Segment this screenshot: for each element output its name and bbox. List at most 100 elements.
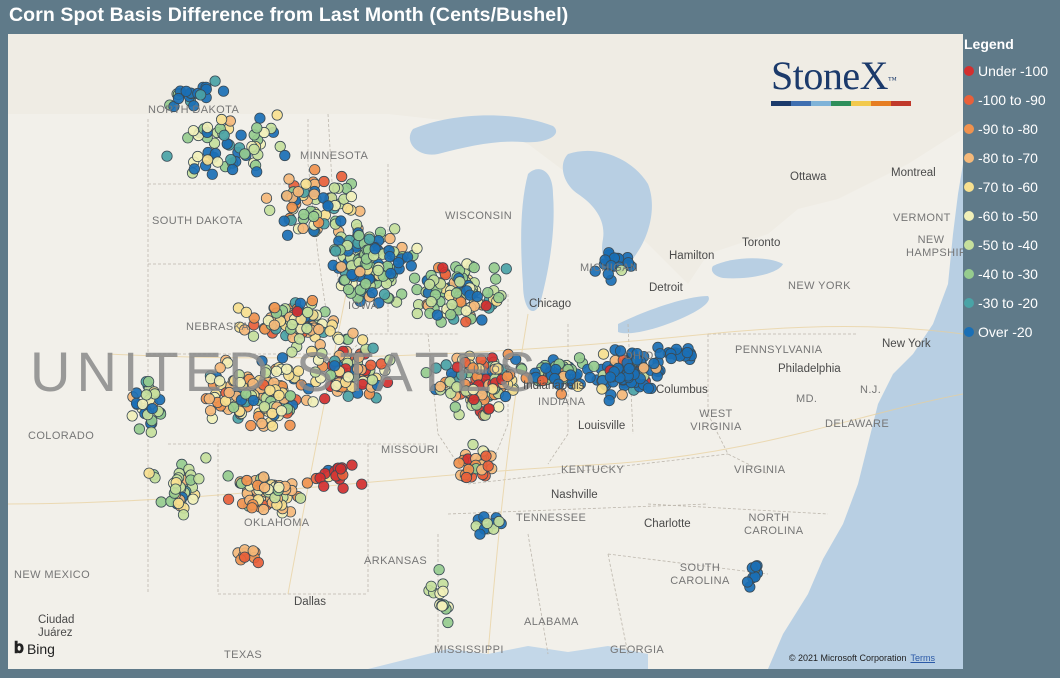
basis-point[interactable]	[493, 515, 505, 528]
basis-point[interactable]	[248, 312, 260, 324]
basis-point[interactable]	[180, 85, 192, 97]
basis-point[interactable]	[318, 480, 330, 492]
basis-point[interactable]	[239, 148, 251, 160]
basis-point[interactable]	[239, 324, 251, 336]
basis-point[interactable]	[440, 359, 452, 371]
basis-point[interactable]	[274, 140, 286, 153]
basis-point[interactable]	[264, 204, 276, 216]
basis-point[interactable]	[225, 154, 237, 166]
basis-point[interactable]	[247, 330, 260, 342]
basis-point[interactable]	[177, 509, 190, 521]
basis-point[interactable]	[322, 200, 334, 212]
basis-point[interactable]	[155, 496, 167, 508]
basis-point[interactable]	[188, 163, 200, 175]
basis-point[interactable]	[408, 272, 421, 284]
basis-point[interactable]	[206, 168, 218, 180]
basis-point[interactable]	[293, 333, 306, 345]
basis-point[interactable]	[281, 363, 293, 375]
basis-point[interactable]	[247, 394, 260, 407]
basis-point[interactable]	[309, 366, 321, 378]
basis-point[interactable]	[260, 192, 273, 204]
basis-point[interactable]	[209, 75, 221, 87]
basis-point[interactable]	[384, 354, 396, 366]
basis-point[interactable]	[420, 367, 432, 379]
basis-point[interactable]	[342, 283, 355, 295]
basis-point[interactable]	[297, 222, 309, 234]
basis-point[interactable]	[423, 278, 436, 290]
terms-link[interactable]: Terms	[910, 653, 936, 663]
basis-point[interactable]	[284, 390, 296, 402]
basis-point[interactable]	[264, 384, 276, 396]
basis-point[interactable]	[214, 362, 226, 374]
basis-point[interactable]	[460, 471, 473, 484]
basis-point[interactable]	[411, 307, 423, 320]
basis-point[interactable]	[137, 398, 149, 410]
basis-point[interactable]	[324, 369, 337, 381]
basis-point[interactable]	[203, 393, 215, 405]
basis-point[interactable]	[501, 370, 513, 383]
basis-point[interactable]	[623, 362, 635, 375]
basis-point[interactable]	[281, 229, 294, 241]
basis-point[interactable]	[273, 389, 285, 401]
legend-item[interactable]: -40 to -30	[964, 259, 1060, 288]
basis-point[interactable]	[436, 600, 448, 612]
basis-point[interactable]	[442, 616, 454, 629]
basis-point[interactable]	[631, 354, 643, 366]
legend-item[interactable]: -30 to -20	[964, 288, 1060, 317]
legend-item[interactable]: -70 to -60	[964, 172, 1060, 201]
basis-point[interactable]	[145, 426, 157, 438]
basis-point[interactable]	[278, 215, 290, 227]
basis-point[interactable]	[474, 528, 486, 540]
legend-item[interactable]: -90 to -80	[964, 114, 1060, 143]
basis-point[interactable]	[258, 401, 270, 413]
legend-item[interactable]: -50 to -40	[964, 230, 1060, 259]
basis-point[interactable]	[654, 348, 666, 360]
basis-point[interactable]	[302, 383, 315, 395]
map-canvas[interactable]: UNITED STATES NORTH DAKOTA MINNESOTA SOU…	[8, 34, 963, 669]
basis-point[interactable]	[431, 309, 443, 321]
basis-point[interactable]	[143, 467, 155, 479]
basis-point[interactable]	[488, 262, 500, 274]
basis-point[interactable]	[248, 143, 260, 155]
basis-point[interactable]	[309, 164, 321, 176]
basis-point[interactable]	[622, 257, 634, 269]
basis-point[interactable]	[342, 390, 354, 402]
basis-point[interactable]	[268, 319, 280, 331]
basis-point[interactable]	[235, 129, 247, 141]
basis-point[interactable]	[430, 362, 442, 374]
basis-point[interactable]	[384, 251, 396, 263]
basis-point[interactable]	[500, 263, 512, 275]
basis-point[interactable]	[499, 390, 512, 403]
basis-point[interactable]	[396, 288, 408, 300]
basis-point[interactable]	[425, 580, 437, 592]
basis-point[interactable]	[445, 308, 457, 321]
basis-point[interactable]	[212, 156, 224, 168]
basis-point[interactable]	[283, 173, 295, 185]
basis-point[interactable]	[451, 381, 463, 393]
basis-point[interactable]	[252, 556, 264, 569]
basis-point[interactable]	[161, 150, 173, 162]
basis-point[interactable]	[218, 129, 230, 141]
basis-point[interactable]	[284, 419, 296, 431]
basis-point[interactable]	[596, 383, 608, 395]
basis-point[interactable]	[222, 470, 234, 482]
basis-point[interactable]	[292, 186, 304, 198]
basis-point[interactable]	[616, 389, 628, 401]
basis-point[interactable]	[425, 296, 437, 308]
basis-point[interactable]	[588, 360, 600, 372]
basis-point[interactable]	[354, 266, 366, 278]
basis-point[interactable]	[502, 348, 514, 360]
basis-point[interactable]	[460, 316, 472, 328]
basis-point[interactable]	[584, 371, 596, 384]
basis-point[interactable]	[324, 325, 336, 337]
basis-point[interactable]	[572, 380, 584, 392]
legend-item[interactable]: -60 to -50	[964, 201, 1060, 230]
basis-point[interactable]	[217, 85, 230, 97]
legend-item[interactable]: Under -100	[964, 56, 1060, 85]
basis-point[interactable]	[642, 382, 655, 394]
legend-item[interactable]: -80 to -70	[964, 143, 1060, 172]
basis-point[interactable]	[306, 294, 318, 307]
basis-point[interactable]	[552, 378, 565, 390]
basis-point[interactable]	[251, 122, 263, 134]
basis-point[interactable]	[467, 438, 479, 451]
